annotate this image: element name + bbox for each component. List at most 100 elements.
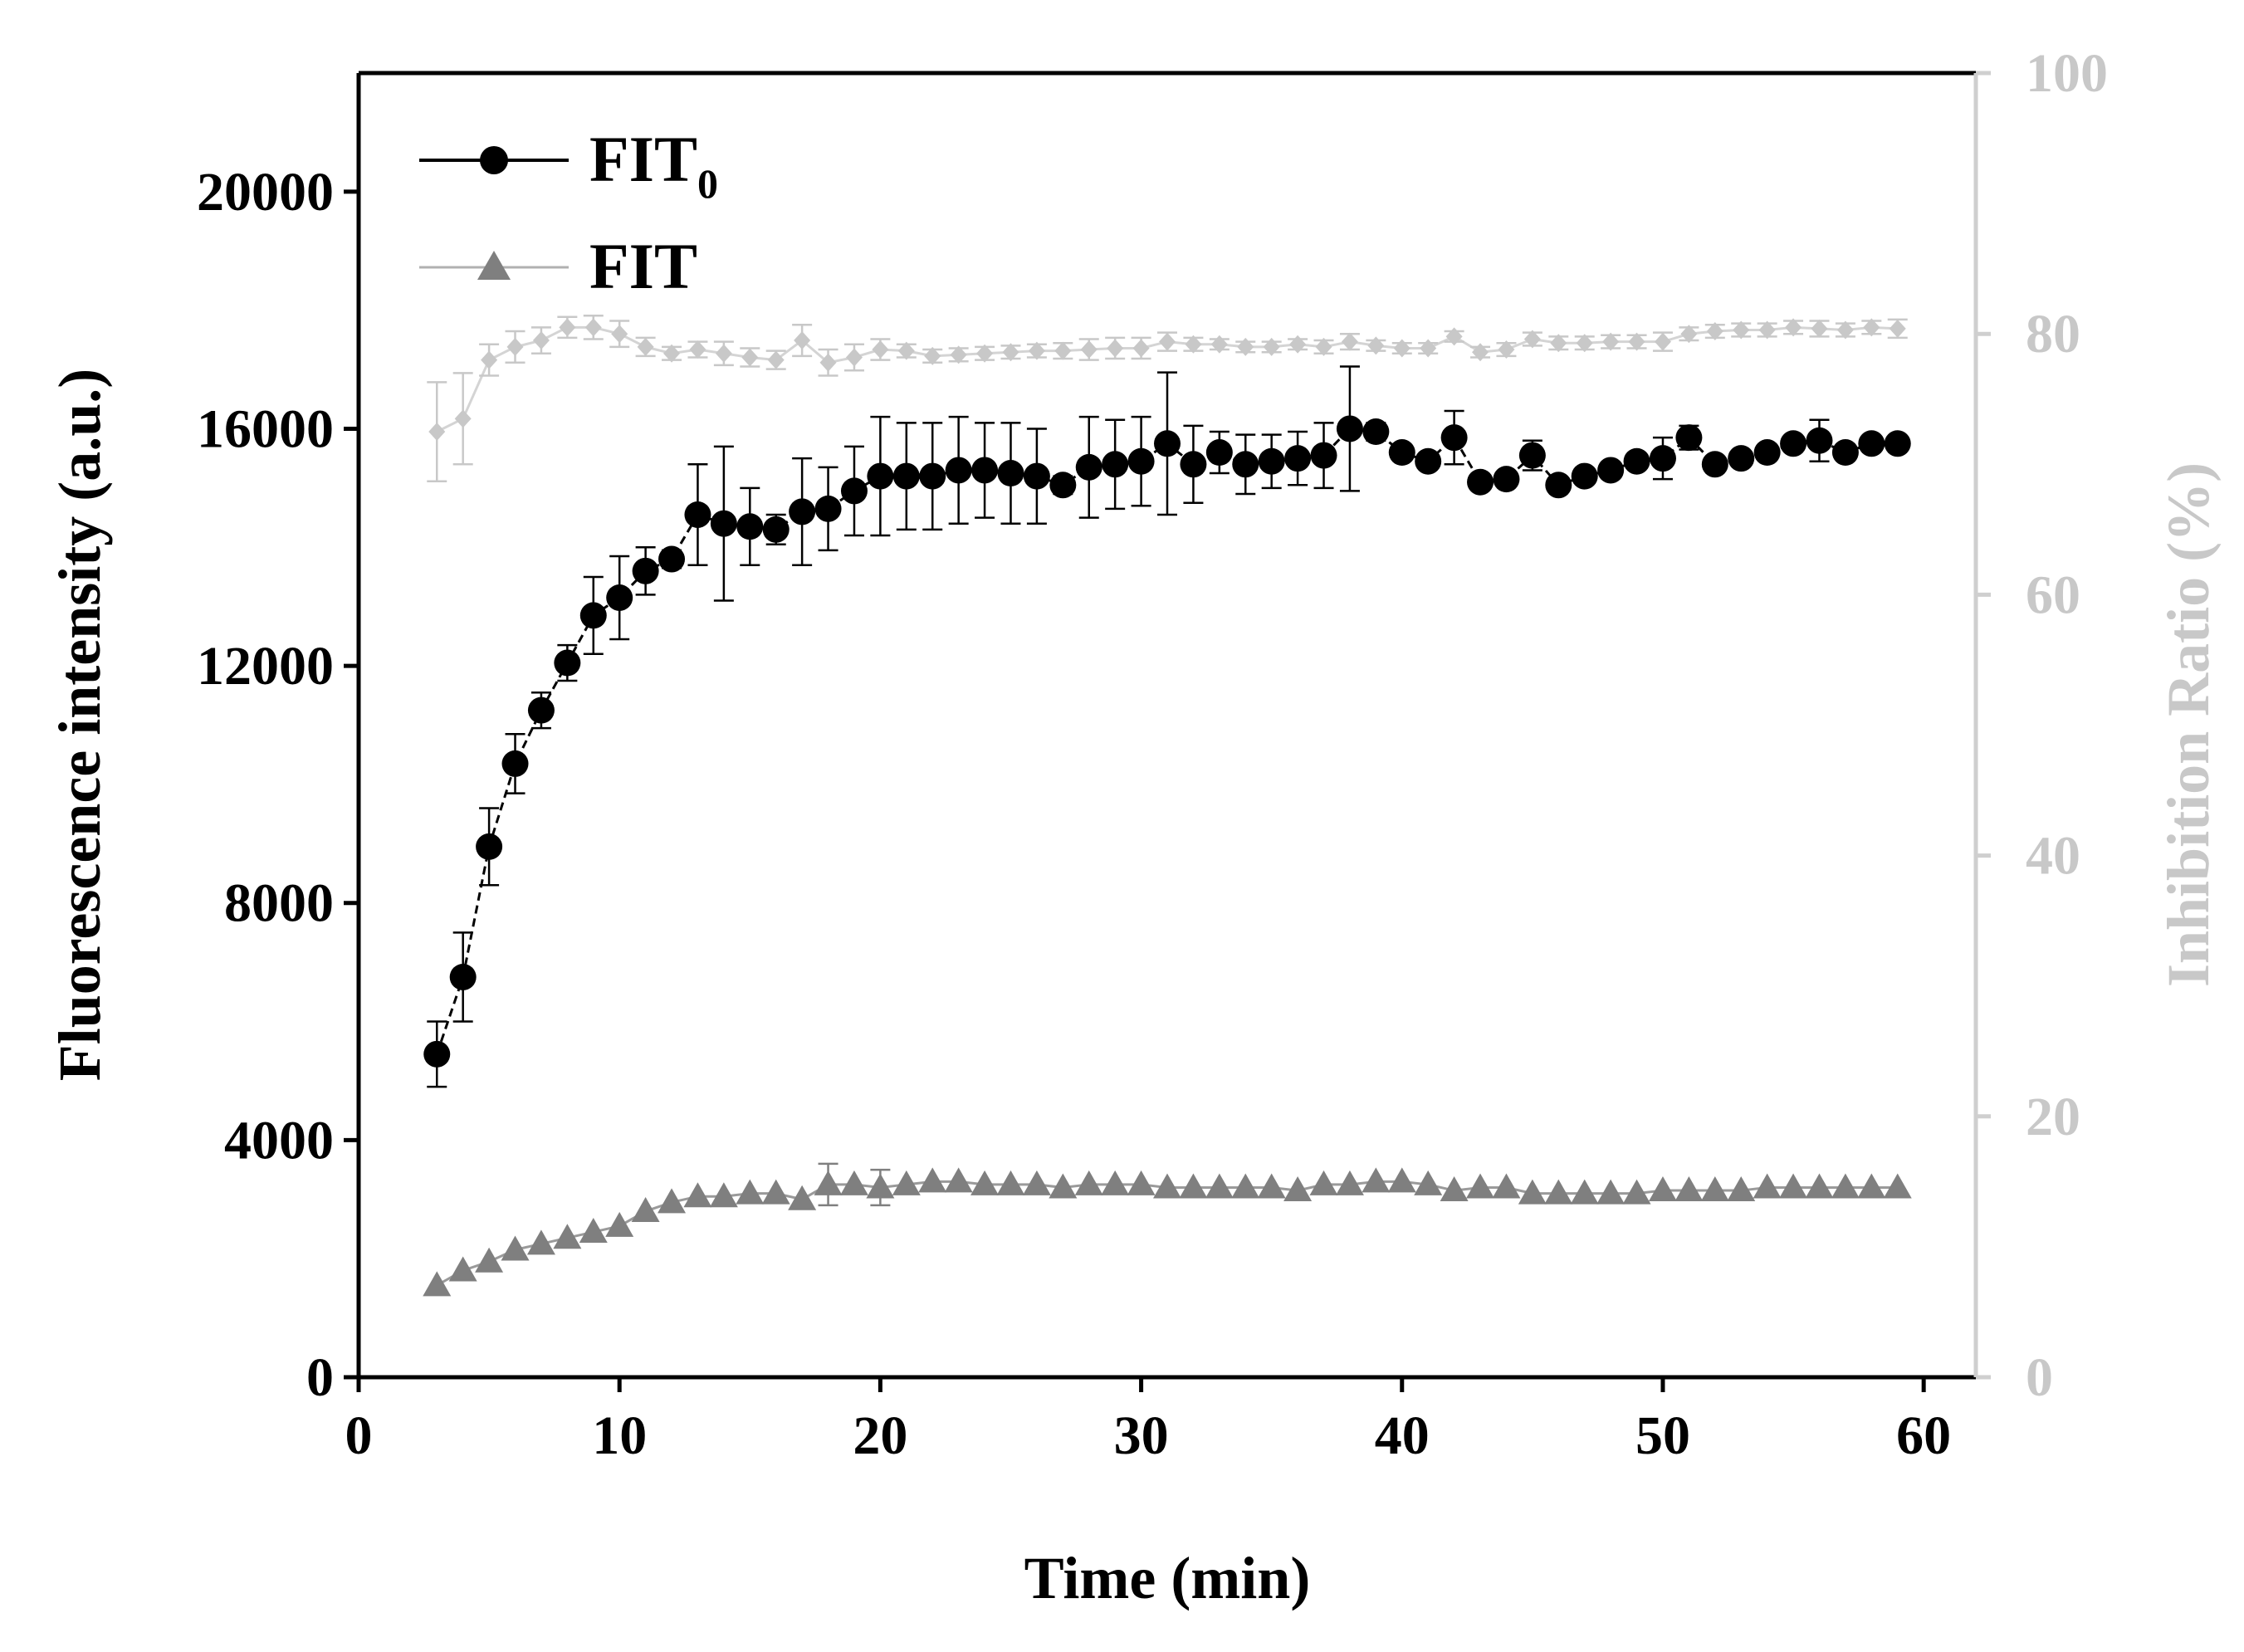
data-point bbox=[839, 1170, 868, 1195]
data-point bbox=[584, 318, 602, 337]
data-point bbox=[1472, 343, 1489, 362]
data-point bbox=[1179, 1173, 1208, 1199]
data-point bbox=[1440, 424, 1468, 452]
legend-entry-fit0: FIT0 bbox=[419, 123, 718, 207]
data-point bbox=[1649, 445, 1676, 472]
series-layer bbox=[423, 314, 1912, 1297]
data-point bbox=[1284, 445, 1312, 472]
data-point bbox=[997, 460, 1024, 487]
data-point bbox=[475, 1247, 504, 1273]
data-point bbox=[1779, 1173, 1808, 1199]
data-point bbox=[1341, 332, 1358, 351]
legend-label-fit: FIT bbox=[589, 230, 697, 302]
legend-label-fit0: FIT0 bbox=[589, 123, 718, 207]
data-point bbox=[481, 350, 498, 369]
data-point bbox=[658, 1188, 687, 1214]
data-point bbox=[1023, 462, 1050, 490]
data-point bbox=[715, 344, 732, 363]
data-point bbox=[1310, 442, 1337, 469]
series-1 bbox=[423, 1162, 1912, 1297]
data-point bbox=[1518, 1179, 1547, 1205]
data-point bbox=[1315, 337, 1332, 356]
data-point bbox=[1393, 339, 1410, 358]
x-tick-label: 10 bbox=[592, 1405, 647, 1466]
y-tick-label: 16000 bbox=[197, 398, 334, 459]
y-tick-label: 8000 bbox=[224, 873, 334, 934]
x-tick-label: 50 bbox=[1635, 1405, 1690, 1466]
data-point bbox=[761, 1179, 790, 1205]
data-point bbox=[1022, 1170, 1051, 1195]
data-point bbox=[1415, 447, 1442, 475]
data-point bbox=[579, 1218, 608, 1244]
data-point bbox=[423, 1271, 452, 1297]
data-point bbox=[1602, 332, 1620, 351]
data-point bbox=[892, 462, 920, 490]
data-point bbox=[1205, 1173, 1234, 1199]
data-point bbox=[944, 1167, 973, 1193]
data-point bbox=[845, 348, 863, 367]
legend-marker-fit0 bbox=[480, 146, 508, 174]
data-point bbox=[1623, 447, 1650, 475]
data-point bbox=[1185, 335, 1202, 354]
data-point bbox=[1785, 318, 1802, 337]
data-point bbox=[684, 501, 711, 528]
data-point bbox=[1675, 424, 1703, 452]
y2-tick-label: 0 bbox=[2026, 1347, 2053, 1408]
data-point bbox=[1648, 1176, 1677, 1202]
data-point bbox=[1727, 1176, 1756, 1202]
data-point bbox=[1700, 1176, 1729, 1202]
data-point bbox=[611, 325, 628, 344]
data-point bbox=[1831, 439, 1859, 467]
x-tick-label: 30 bbox=[1114, 1405, 1169, 1466]
data-point bbox=[1049, 1173, 1078, 1199]
data-point bbox=[1836, 320, 1854, 340]
data-point bbox=[1518, 442, 1546, 469]
data-point bbox=[1753, 439, 1781, 467]
data-point bbox=[1445, 327, 1463, 346]
data-point bbox=[741, 348, 759, 367]
data-point bbox=[606, 584, 633, 611]
data-point bbox=[866, 1173, 895, 1199]
data-point bbox=[1811, 319, 1828, 338]
data-point bbox=[1101, 1170, 1130, 1195]
data-point bbox=[527, 696, 555, 724]
data-point bbox=[476, 833, 503, 860]
data-point bbox=[501, 750, 529, 777]
data-point bbox=[736, 513, 764, 540]
x-tick-label: 60 bbox=[1896, 1405, 1951, 1466]
data-point bbox=[1102, 451, 1129, 478]
data-point bbox=[1858, 430, 1885, 457]
data-point bbox=[1075, 453, 1102, 481]
data-point bbox=[1831, 1173, 1860, 1199]
data-point bbox=[637, 337, 654, 356]
data-point bbox=[1571, 462, 1598, 490]
data-point bbox=[554, 649, 581, 677]
legend-entry-fit: FIT bbox=[419, 230, 697, 302]
data-point bbox=[1028, 341, 1045, 360]
data-point bbox=[448, 1256, 477, 1282]
data-point bbox=[1806, 427, 1833, 454]
data-point bbox=[767, 350, 785, 369]
data-point bbox=[501, 1235, 530, 1261]
data-point bbox=[924, 346, 941, 365]
data-point bbox=[1857, 1173, 1886, 1199]
data-point bbox=[919, 462, 946, 490]
data-point bbox=[1074, 1170, 1103, 1195]
data-point bbox=[897, 341, 915, 360]
data-point bbox=[970, 1170, 1000, 1195]
data-point bbox=[1550, 334, 1567, 353]
y-tick-label: 12000 bbox=[197, 636, 334, 696]
data-point bbox=[1153, 1173, 1181, 1199]
data-point bbox=[1231, 1173, 1260, 1199]
y2-tick-label: 80 bbox=[2026, 304, 2080, 364]
data-point bbox=[1362, 1167, 1391, 1193]
data-point bbox=[819, 353, 837, 372]
data-point bbox=[1180, 451, 1207, 478]
data-point bbox=[1387, 1167, 1416, 1193]
x-tick-label: 0 bbox=[345, 1405, 373, 1466]
ticks: 0 10 20 30 40 50 60 0 4000 8000 12000 16000 20000 0 20… bbox=[197, 43, 2108, 1466]
data-point bbox=[1237, 337, 1254, 356]
y-tick-label: 0 bbox=[306, 1347, 334, 1408]
data-point bbox=[1054, 341, 1072, 360]
